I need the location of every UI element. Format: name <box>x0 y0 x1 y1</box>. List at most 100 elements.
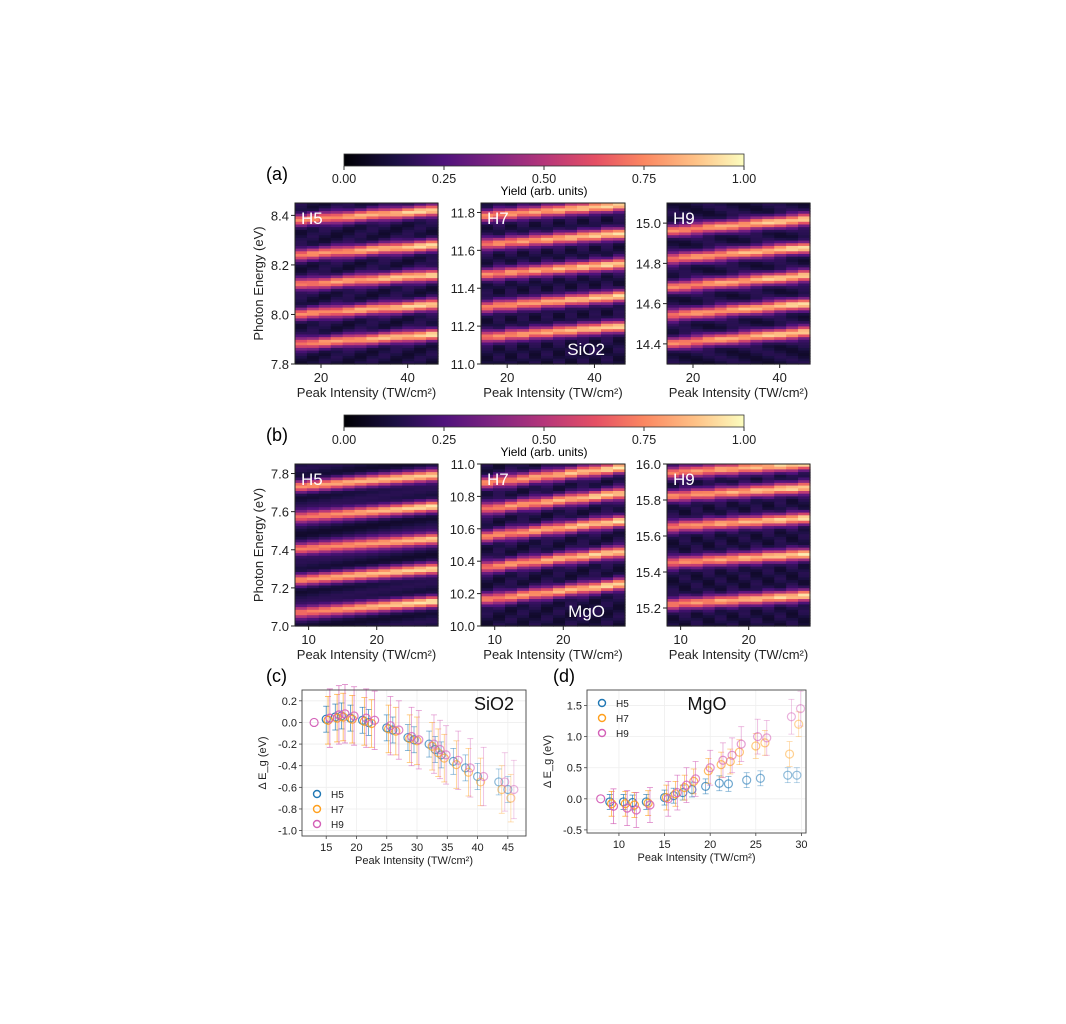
heatmap-cell <box>762 515 775 519</box>
heatmap-cell <box>517 472 530 476</box>
heatmap-cell <box>306 558 320 562</box>
heatmap-cell <box>493 536 506 541</box>
heatmap-cell <box>553 321 566 325</box>
heatmap-cell <box>342 550 356 554</box>
heatmap-cell <box>378 539 391 543</box>
heatmap-cell <box>541 264 554 268</box>
heatmap-cell <box>726 588 740 592</box>
heatmap-cell <box>714 283 728 287</box>
heatmap-cell <box>493 482 506 487</box>
heatmap-cell <box>726 267 740 271</box>
heatmap-cell <box>330 496 344 500</box>
data-point <box>689 776 699 786</box>
heatmap-cell <box>690 507 704 511</box>
heatmap-cell <box>774 582 787 587</box>
heatmap-cell <box>481 288 494 293</box>
heatmap-cell <box>306 601 320 605</box>
heatmap-cell <box>354 545 368 549</box>
heatmap-cell <box>667 334 680 338</box>
heatmap-cell <box>762 604 775 608</box>
heatmap-cell <box>541 213 554 218</box>
heatmap-cell <box>601 227 614 231</box>
heatmap-cell <box>786 491 799 495</box>
heatmap-cell <box>529 315 542 319</box>
heatmap-cell <box>613 310 626 314</box>
heatmap-cell <box>426 528 439 533</box>
heatmap-cell <box>798 523 811 527</box>
heatmap-cell <box>553 477 566 481</box>
heatmap-cell <box>589 491 602 495</box>
heatmap-cell <box>318 358 332 362</box>
heatmap-cell <box>726 536 740 541</box>
heatmap-cell <box>378 588 391 592</box>
heatmap-cell <box>354 256 368 260</box>
heatmap-cell <box>330 572 344 576</box>
heatmap-cell <box>601 596 614 600</box>
heatmap-cell <box>378 237 391 242</box>
heatmap-cell <box>517 599 530 603</box>
heatmap-cell <box>565 488 578 492</box>
heatmap-cell <box>330 612 344 616</box>
heatmap-cell <box>577 275 590 279</box>
heatmap-cell <box>402 464 415 468</box>
heatmap-cell <box>378 499 391 503</box>
heatmap-cell <box>426 315 439 319</box>
heatmap-cell <box>738 582 752 587</box>
heatmap-cell <box>493 599 506 603</box>
heatmap-cell <box>774 224 787 228</box>
heatmap-cell <box>378 326 391 330</box>
colorbar-tick-label: 0.25 <box>432 172 456 186</box>
heatmap-cell <box>577 569 590 573</box>
heatmap-cell <box>402 593 415 597</box>
heatmap-cell <box>667 555 680 560</box>
heatmap-cell <box>414 329 427 333</box>
heatmap-cell <box>330 278 344 282</box>
heatmap-cell <box>738 229 752 234</box>
heatmap-cell <box>295 607 308 611</box>
heatmap-cell <box>750 542 763 546</box>
heatmap-cell <box>714 251 728 255</box>
heatmap-cell <box>786 240 799 244</box>
heatmap-cell <box>702 577 716 581</box>
heatmap-cell <box>414 572 427 576</box>
heatmap-cell <box>565 245 578 250</box>
heatmap-cell <box>750 464 763 468</box>
heatmap-cell <box>553 526 566 530</box>
heatmap-cell <box>505 278 518 282</box>
heatmap-cell <box>378 547 391 551</box>
heatmap-cell <box>553 563 566 568</box>
heatmap-cell <box>613 315 626 319</box>
heatmap-cell <box>601 515 614 519</box>
heatmap-cell <box>366 542 380 546</box>
heatmap-cell <box>774 331 787 336</box>
heatmap-cell <box>493 572 506 576</box>
heatmap-cell <box>493 253 506 258</box>
heatmap-cell <box>318 515 332 519</box>
heatmap-cell <box>390 607 403 611</box>
heatmap-cell <box>306 323 320 328</box>
heatmap-cell <box>426 296 439 301</box>
heatmap-cell <box>306 280 320 285</box>
heatmap-cell <box>426 496 439 500</box>
data-point <box>736 739 746 749</box>
heatmap-cell <box>402 536 415 541</box>
y-tick-label: 8.2 <box>271 258 289 273</box>
heatmap-cell <box>541 219 554 223</box>
heatmap-cell <box>493 321 506 325</box>
heatmap-cell <box>678 601 692 605</box>
heatmap-cell <box>295 307 308 311</box>
heatmap-cell <box>786 528 799 533</box>
heatmap-cell <box>762 237 775 242</box>
heatmap-cell <box>295 563 308 568</box>
heatmap-cell <box>726 547 740 551</box>
heatmap-cell <box>366 208 380 212</box>
heatmap-cell <box>517 469 530 473</box>
heatmap-cell <box>318 345 332 349</box>
heatmap-cell <box>426 547 439 551</box>
heatmap-cell <box>426 355 439 360</box>
heatmap-cell <box>678 531 692 535</box>
heatmap-cell <box>774 262 787 266</box>
heatmap-cell <box>786 251 799 255</box>
heatmap-cell <box>493 596 506 600</box>
heatmap-cell <box>726 358 740 362</box>
